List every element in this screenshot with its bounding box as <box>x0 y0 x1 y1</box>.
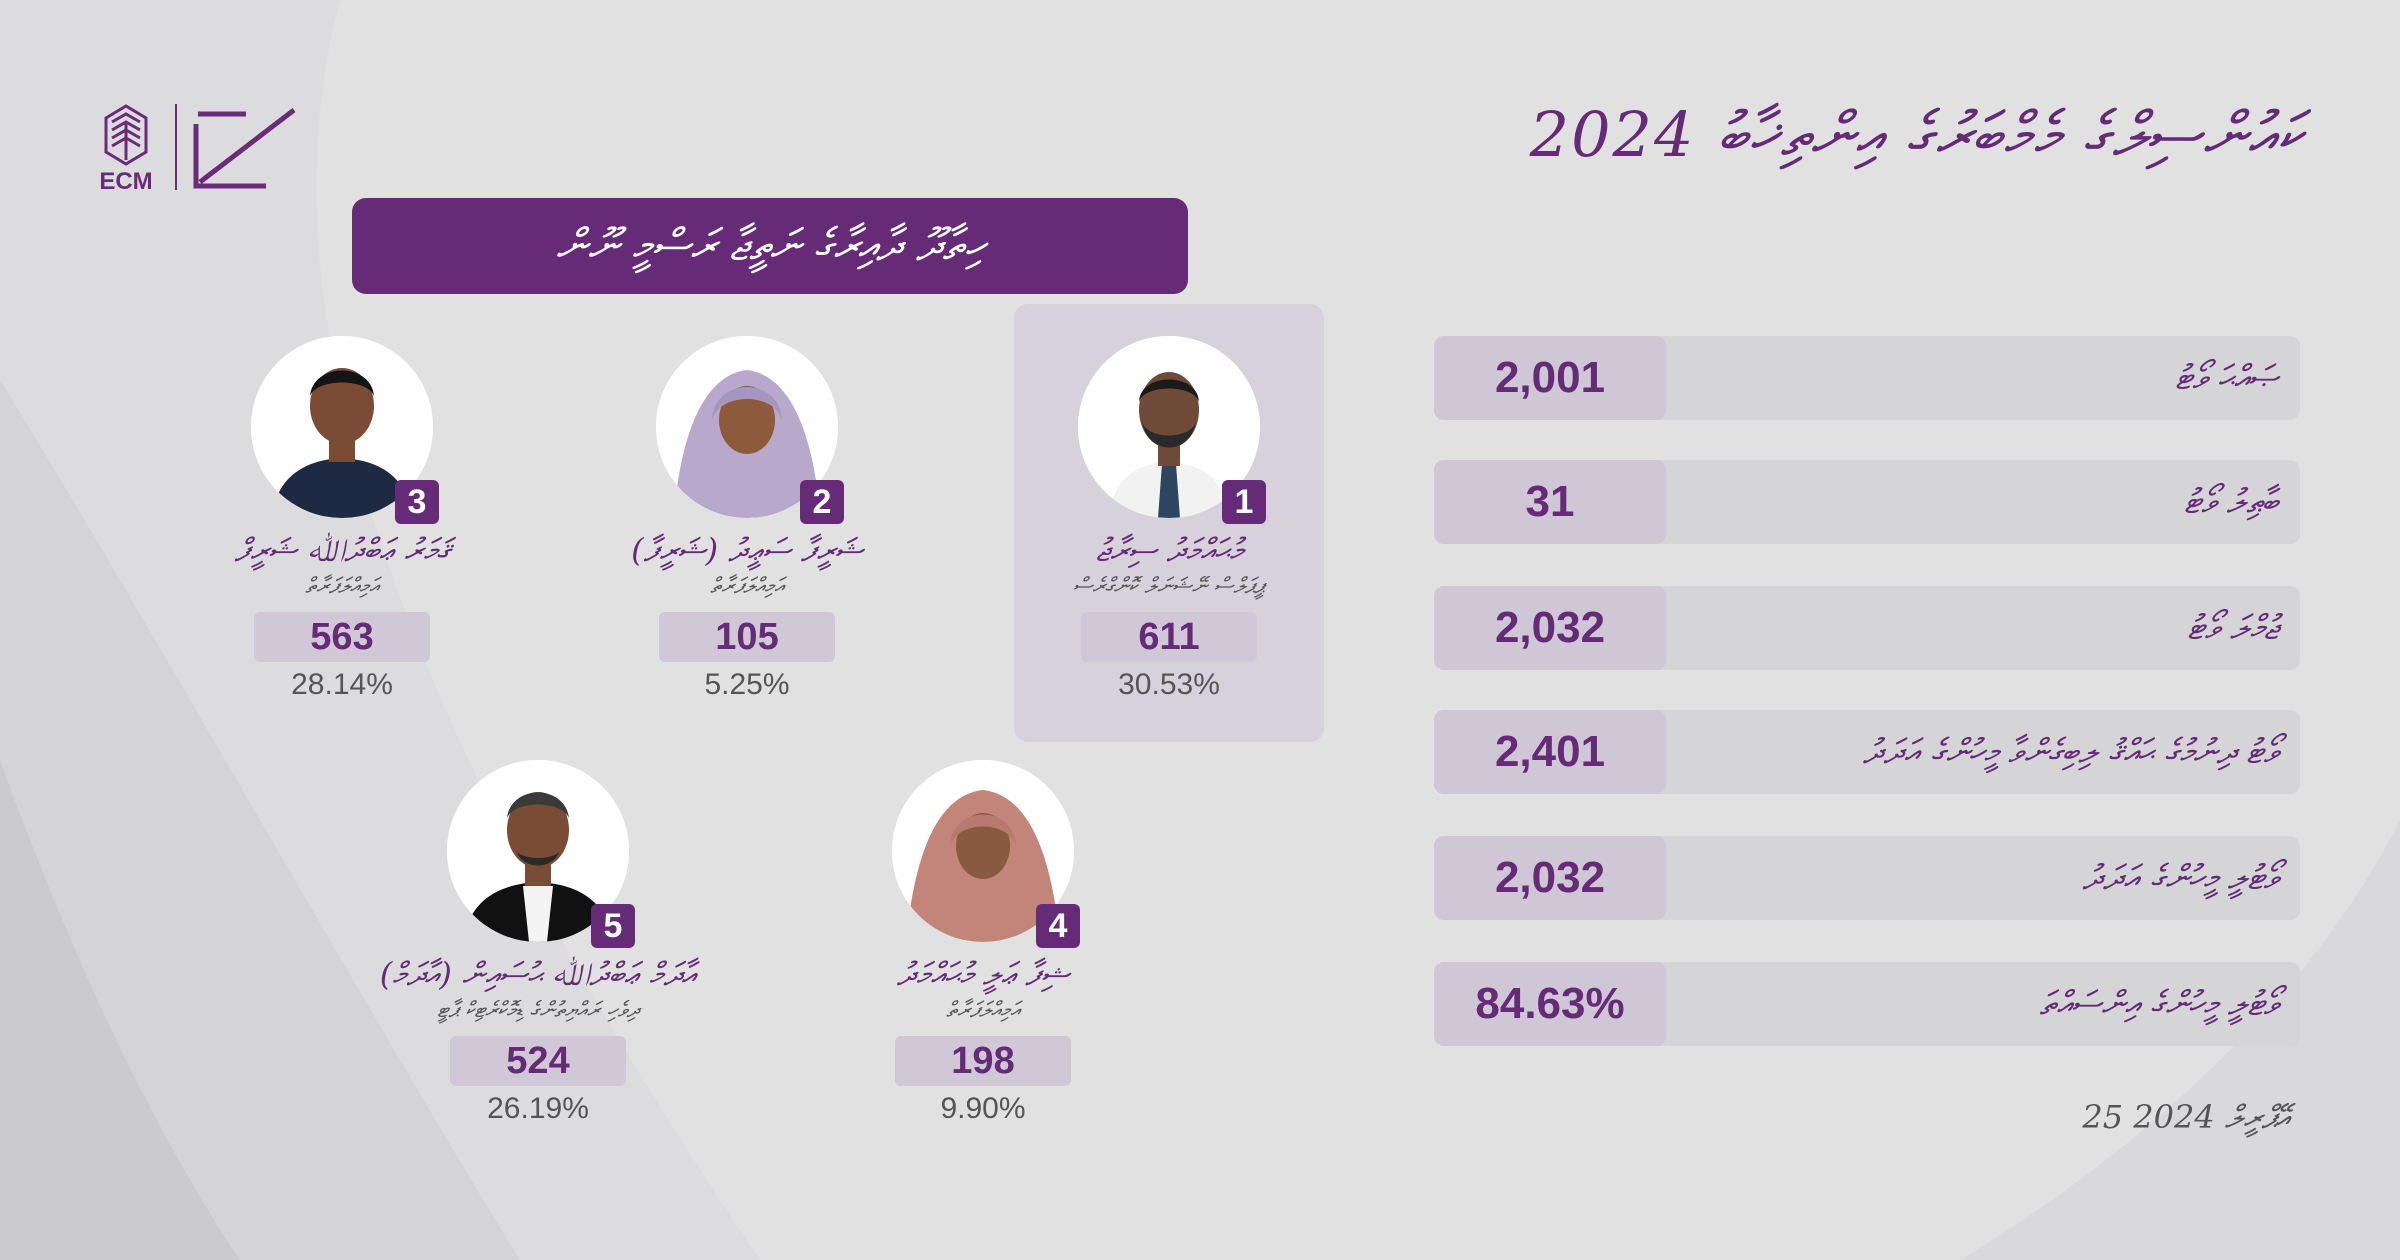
candidate-percent: 28.14% <box>291 668 393 701</box>
stat-value: 2,001 <box>1434 336 1666 420</box>
candidate-votes: 611 <box>1081 612 1257 662</box>
stat-value: 2,032 <box>1434 586 1666 670</box>
results-banner: ހިތާދޫ ދާއިރާގެ ނަތީޖާ ރަސްމީ ނޫން <box>352 198 1188 294</box>
candidate-name: އާދަމް ޢަބްދުﷲ ޙުސައިން (އާދަމް) <box>379 955 697 993</box>
stat-label: ވޯޓުލީ މީހުންގެ އިންސައްތަ <box>2039 984 2278 1024</box>
candidate-party: އަމިއްލަފަރާތް <box>946 998 1020 1023</box>
candidate-party: ދިވެހި ރައްޔިތުންގެ ޑިމޮކްރެޓިކް ޕާޓީ <box>437 998 639 1023</box>
candidate-votes: 563 <box>254 612 430 662</box>
ballot-box-icon <box>193 108 296 189</box>
candidate-name: ޤަމަރު ޢަބްދުﷲ ޝަރީފް <box>234 531 450 569</box>
candidate-card-5: 5 އާދަމް ޢަބްދުﷲ ޙުސައިން (އާދަމް) ދިވެހ… <box>368 760 708 1126</box>
ecm-logo-icon <box>104 104 148 166</box>
candidate-card-3: 3 ޤަމަރު ޢަބްދުﷲ ޝަރީފް އަމިއްލަފަރާތް 5… <box>172 336 512 702</box>
candidate-photo: 3 <box>251 336 439 524</box>
candidate-photo: 1 <box>1078 336 1266 524</box>
candidate-percent: 30.53% <box>1118 668 1220 701</box>
candidate-name: ޝަރީފާ ސަޢީދު (ޝަރީފާ) <box>631 531 863 569</box>
candidate-photo: 5 <box>447 760 635 948</box>
candidate-portrait <box>1078 336 1260 518</box>
stat-row-valid-votes: 2,001 ޞައްޙަ ވޯޓު <box>1434 336 2300 420</box>
candidate-percent: 5.25% <box>704 668 790 701</box>
candidate-party: އަމިއްލަފަރާތް <box>710 574 784 599</box>
stat-row-total-votes: 2,032 ޖުމްލަ ވޯޓު <box>1434 586 2300 670</box>
date-label: 25 އޭޕްރީލް 2024 <box>2082 1098 2290 1136</box>
page-title: ކައުންސިލްގެ މެމްބަރުގެ އިންތިޚާބު 2024 <box>1529 98 2304 171</box>
candidate-card-1: 1 މުޙައްމަދު ސިރާޖު ޕީޕަލްސް ނޭޝަނަލް ކޮ… <box>999 336 1339 702</box>
stat-row-voters: 2,032 ވޯޓުލީ މީހުންގެ އަދަދު <box>1434 836 2300 920</box>
candidate-party: ޕީޕަލްސް ނޭޝަނަލް ކޮންގްރެސް <box>1073 574 1265 599</box>
stat-label: ވޯޓު ދިނުމުގެ ޙައްޤު ލިބިގެންވާ މީހުންގެ… <box>1862 732 2278 772</box>
candidate-photo: 4 <box>892 760 1080 948</box>
ecm-logo-text: ECM <box>99 168 153 195</box>
stat-label: ވޯޓުލީ މީހުންގެ އަދަދު <box>2082 858 2278 898</box>
candidate-number-badge: 1 <box>1222 480 1266 524</box>
ecm-logo: ECM <box>96 98 306 198</box>
stat-row-invalid-votes: 31 ބާޠިލު ވޯޓު <box>1434 460 2300 544</box>
stat-value: 2,401 <box>1434 710 1666 794</box>
stat-row-turnout: 84.63% ވޯޓުލީ މީހުންގެ އިންސައްތަ <box>1434 962 2300 1046</box>
candidate-photo: 2 <box>656 336 844 524</box>
candidate-card-4: 4 ޝިފާ ޢަލީ މުޙައްމަދު އަމިއްލަފަރާތް 19… <box>813 760 1153 1126</box>
candidate-name: ޝިފާ ޢަލީ މުޙައްމަދު <box>896 955 1070 993</box>
candidate-percent: 26.19% <box>487 1092 589 1125</box>
stat-label: ޞައްޙަ ވޯޓު <box>2175 358 2278 398</box>
candidate-name: މުޙައްމަދު ސިރާޖު <box>1095 531 1243 569</box>
candidate-votes: 198 <box>895 1036 1071 1086</box>
stat-value: 2,032 <box>1434 836 1666 920</box>
stat-value: 84.63% <box>1434 962 1666 1046</box>
candidate-card-2: 2 ޝަރީފާ ސަޢީދު (ޝަރީފާ) އަމިއްލަފަރާތް … <box>577 336 917 702</box>
candidate-percent: 9.90% <box>940 1092 1026 1125</box>
candidate-number-badge: 4 <box>1036 904 1080 948</box>
candidate-number-badge: 3 <box>395 480 439 524</box>
candidate-number-badge: 5 <box>591 904 635 948</box>
candidate-votes: 105 <box>659 612 835 662</box>
stat-label: ޖުމްލަ ވޯޓު <box>2187 608 2278 648</box>
candidate-party: އަމިއްލަފަރާތް <box>305 574 379 599</box>
stat-label: ބާޠިލު ވޯޓު <box>2183 482 2278 522</box>
candidate-votes: 524 <box>450 1036 626 1086</box>
candidate-number-badge: 2 <box>800 480 844 524</box>
stat-value: 31 <box>1434 460 1666 544</box>
stat-row-eligible-voters: 2,401 ވޯޓު ދިނުމުގެ ޙައްޤު ލިބިގެންވާ މީ… <box>1434 710 2300 794</box>
